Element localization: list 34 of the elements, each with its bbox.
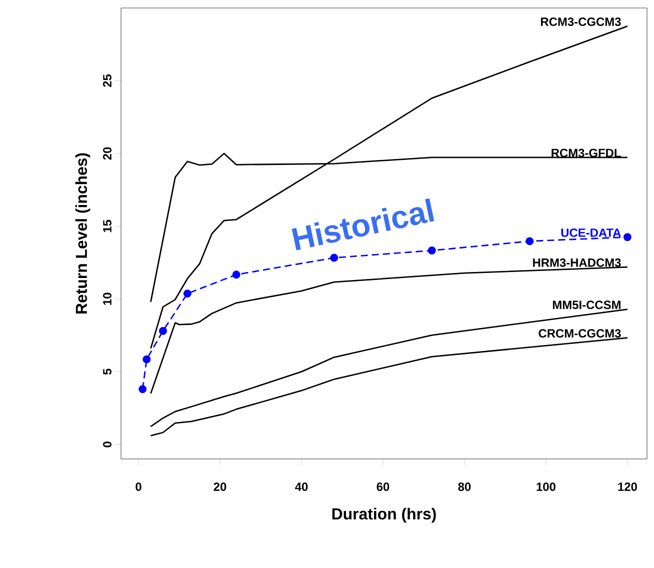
series-label: UCE-DATA bbox=[561, 228, 621, 237]
point bbox=[138, 385, 147, 394]
line-series bbox=[150, 266, 628, 394]
point bbox=[142, 355, 151, 364]
line-series bbox=[150, 25, 628, 350]
series-label: MM5I-CCSM bbox=[552, 300, 620, 310]
x-tick-label: 40 bbox=[295, 482, 308, 491]
point bbox=[623, 233, 632, 242]
line-series bbox=[150, 337, 628, 436]
x-tick-label: 0 bbox=[136, 482, 142, 491]
y-axis-title: Return Level (inches) bbox=[75, 153, 90, 314]
series-label: RCM3-CGCM3 bbox=[541, 17, 621, 26]
x-tick-label: 100 bbox=[536, 482, 556, 491]
line-series bbox=[150, 308, 628, 428]
point bbox=[183, 290, 192, 298]
x-tick-label: 60 bbox=[376, 482, 390, 491]
series-label: HRM3-HADCM3 bbox=[533, 258, 621, 267]
y-tick-label: 15 bbox=[103, 220, 112, 232]
x-tick-label: 120 bbox=[618, 482, 637, 491]
point bbox=[330, 254, 338, 262]
x-tick-label: 20 bbox=[214, 482, 226, 491]
y-tick-label: 25 bbox=[103, 74, 112, 87]
y-tick-label: 0 bbox=[103, 442, 112, 448]
point bbox=[232, 270, 240, 279]
point bbox=[526, 237, 534, 246]
series-label: CRCM-CGCM3 bbox=[538, 329, 621, 338]
x-tick-label: 80 bbox=[458, 482, 471, 491]
annotation: Historical bbox=[292, 198, 434, 250]
y-tick-label: 5 bbox=[103, 368, 112, 375]
x-axis-title: Duration (hrs) bbox=[332, 508, 436, 523]
y-tick-label: 20 bbox=[103, 147, 112, 160]
y-tick-label: 10 bbox=[103, 292, 112, 305]
point bbox=[158, 326, 167, 335]
series-label: RCM3-GFDL bbox=[552, 148, 621, 158]
